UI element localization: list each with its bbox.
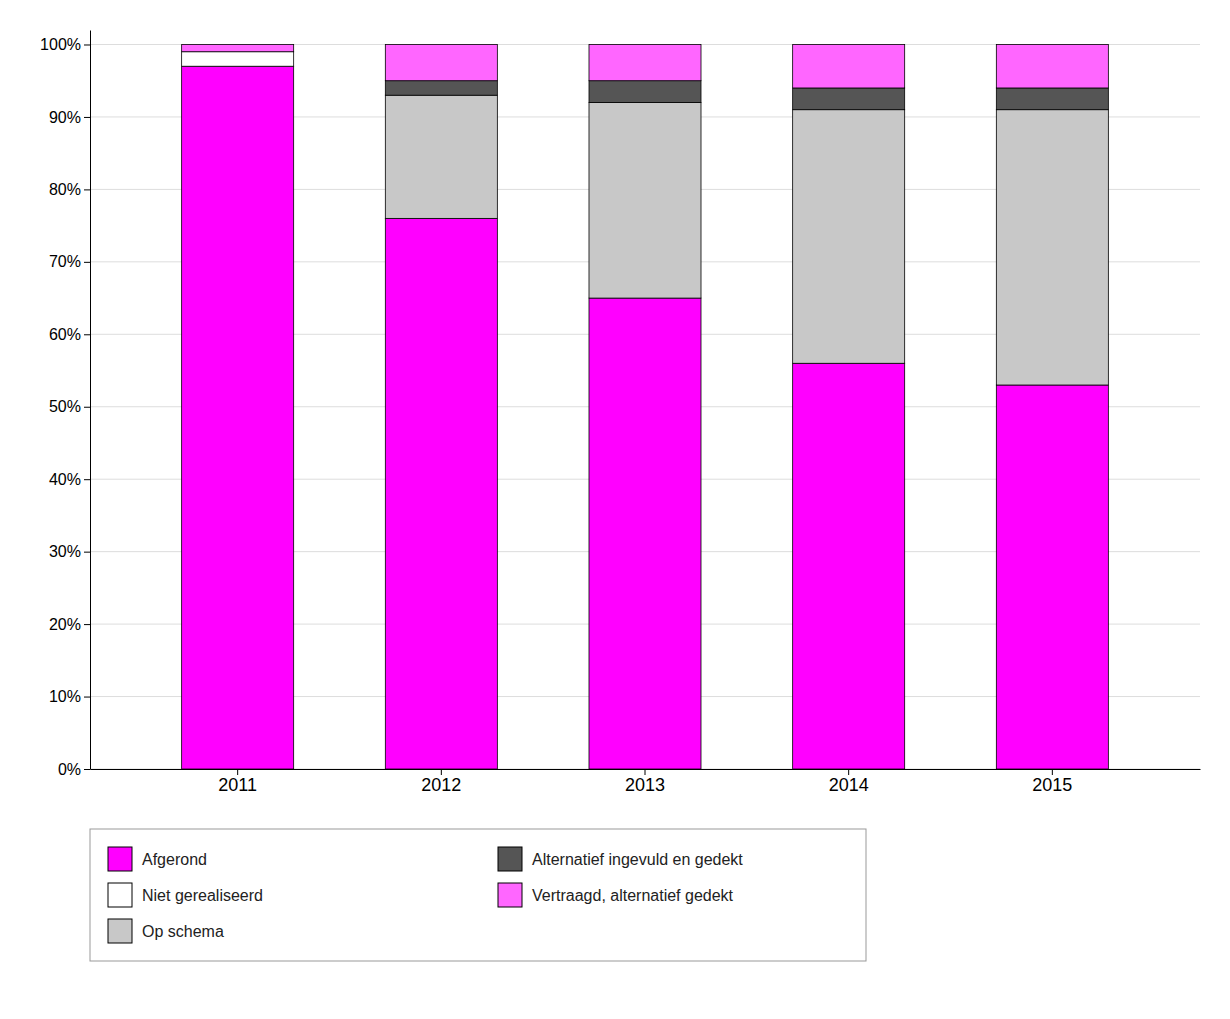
bar — [589, 298, 701, 769]
tick-label: 40% — [49, 471, 81, 488]
legend-label: Vertraagd, alternatief gedekt — [532, 887, 734, 904]
bar — [996, 44, 1108, 87]
tick-label: 30% — [49, 543, 81, 560]
bars — [182, 44, 1109, 769]
tick-mark — [84, 189, 90, 190]
tick: 30% — [49, 543, 90, 560]
tick-mark — [84, 117, 90, 118]
tick-label: 2011 — [218, 775, 257, 795]
legend-item: Vertraagd, alternatief gedekt — [498, 883, 734, 907]
bar — [793, 44, 905, 87]
tick-mark — [84, 44, 90, 45]
bar — [793, 363, 905, 769]
tick-label: 50% — [49, 398, 81, 415]
axis-line — [90, 31, 91, 770]
tick: 2014 — [829, 769, 869, 795]
bar — [996, 385, 1108, 769]
bar — [385, 95, 497, 218]
tick-mark — [84, 769, 90, 770]
bar — [182, 52, 294, 66]
tick-label: 2015 — [1032, 775, 1072, 795]
tick: 2011 — [218, 769, 257, 795]
chart: 0%10%20%30%40%50%60%70%80%90%100%2011201… — [0, 0, 1230, 1019]
legend-swatch — [108, 883, 132, 907]
tick-label: 2013 — [625, 775, 665, 795]
tick: 2015 — [1032, 769, 1072, 795]
bar-series — [182, 52, 294, 66]
tick-mark — [84, 697, 90, 698]
tick-mark — [84, 334, 90, 335]
tick-label: 90% — [49, 109, 81, 126]
x-axis: 2011 2012 2013 2014 2015 — [91, 769, 1201, 795]
tick-label: 2014 — [829, 775, 869, 795]
bar — [589, 44, 701, 80]
tick-label: 10% — [49, 688, 81, 705]
legend-item: Niet gerealiseerd — [108, 883, 263, 907]
legend-swatch — [498, 883, 522, 907]
legend-swatch — [108, 919, 132, 943]
tick: 70% — [49, 253, 90, 270]
bar — [589, 81, 701, 103]
legend-label: Niet gerealiseerd — [142, 887, 263, 904]
tick: 80% — [49, 181, 90, 198]
legend-frame — [90, 829, 866, 961]
tick-label: 70% — [49, 253, 81, 270]
tick: 2013 — [625, 769, 665, 795]
bar — [589, 102, 701, 298]
bar — [996, 88, 1108, 110]
legend-label: Afgerond — [142, 851, 207, 868]
tick-label: 2012 — [421, 775, 461, 795]
legend-item: Alternatief ingevuld en gedekt — [498, 847, 743, 871]
tick-mark — [84, 262, 90, 263]
legend-swatch — [108, 847, 132, 871]
tick: 2012 — [421, 769, 461, 795]
bar — [385, 218, 497, 769]
tick-mark — [84, 407, 90, 408]
bar-series — [182, 66, 1109, 769]
tick: 40% — [49, 471, 90, 488]
bar-series — [182, 44, 1109, 87]
tick: 100% — [40, 36, 90, 53]
legend: Afgerond Niet gerealiseerd Op schema Altern… — [90, 829, 866, 961]
tick: 0% — [58, 761, 90, 778]
bar — [793, 88, 905, 110]
tick-label: 20% — [49, 616, 81, 633]
bar — [385, 44, 497, 80]
legend-swatch — [498, 847, 522, 871]
tick-label: 60% — [49, 326, 81, 343]
tick-label: 0% — [58, 761, 81, 778]
tick-label: 80% — [49, 181, 81, 198]
tick-mark — [84, 624, 90, 625]
plot: 0%10%20%30%40%50%60%70%80%90%100%2011201… — [40, 31, 1200, 795]
tick: 60% — [49, 326, 90, 343]
tick: 10% — [49, 688, 90, 705]
legend-label: Alternatief ingevuld en gedekt — [532, 851, 743, 868]
bar — [793, 110, 905, 364]
grid — [90, 44, 1200, 769]
legend-item: Op schema — [108, 919, 224, 943]
bar — [996, 110, 1108, 385]
tick-label: 100% — [40, 36, 81, 53]
tick-mark — [84, 479, 90, 480]
tick: 20% — [49, 616, 90, 633]
bar — [182, 44, 294, 51]
tick: 50% — [49, 398, 90, 415]
legend-label: Op schema — [142, 923, 224, 940]
tick-mark — [84, 552, 90, 553]
legend-item: Afgerond — [108, 847, 207, 871]
bar — [385, 81, 497, 95]
y-axis: 0% 10% 20% 30% 40% 50% 60% 70% 80% 90% 100% — [40, 31, 90, 778]
tick: 90% — [49, 109, 90, 126]
bar-series — [385, 95, 1108, 385]
bar — [182, 66, 294, 769]
